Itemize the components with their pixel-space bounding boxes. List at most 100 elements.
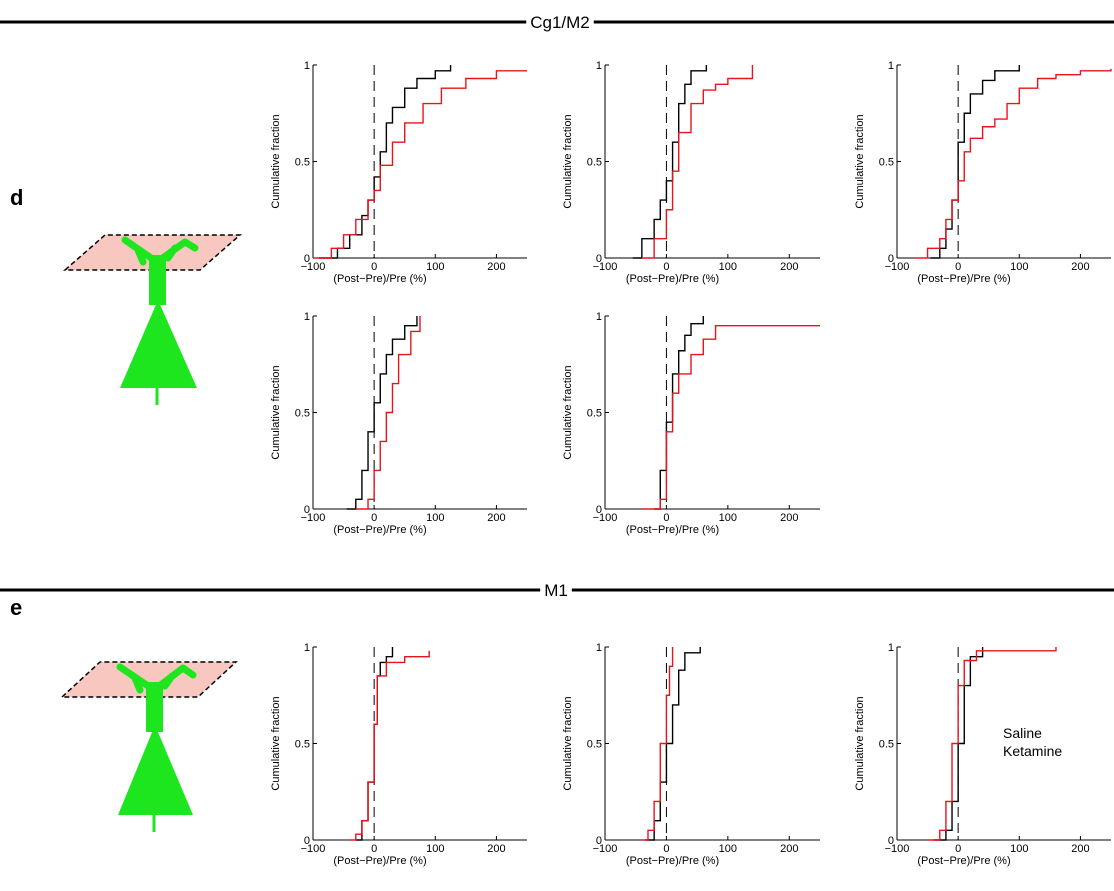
x-tick-label: 0	[371, 512, 377, 524]
x-axis-label: (Post−Pre)/Pre (%)	[333, 273, 426, 285]
y-tick-label: 0	[304, 253, 310, 265]
x-tick-label: 200	[487, 261, 505, 273]
cdf-line	[346, 316, 418, 510]
x-axis-label: (Post−Pre)/Pre (%)	[917, 273, 1010, 285]
x-tick-label: 200	[780, 843, 798, 855]
chart: 00.51−100 0 100 200(Post−Pre)/Pre (%)Cumula…	[562, 60, 820, 285]
y-tick-label: 1	[304, 642, 310, 654]
chart: 00.51−100 0 100 200(Post−Pre)/Pre (%)Cumula…	[270, 642, 527, 867]
x-tick-label: 100	[1010, 261, 1028, 273]
y-tick-label: 1	[888, 60, 894, 72]
x-tick-label: 200	[780, 261, 798, 273]
y-axis-label: Cumulative fraction	[562, 114, 574, 208]
y-tick-label: 0.5	[295, 739, 310, 751]
x-tick-label: −100	[301, 512, 326, 524]
x-tick-label: −100	[593, 843, 618, 855]
x-tick-label: 0	[955, 261, 961, 273]
y-axis-label: Cumulative fraction	[562, 696, 574, 790]
x-tick-label: 200	[1071, 261, 1089, 273]
chart: 00.51−100 0 100 200(Post−Pre)/Pre (%)Cumula…	[270, 311, 527, 536]
chart: 00.51−100 0 100 200(Post−Pre)/Pre (%)Cumula…	[562, 642, 820, 867]
y-tick-label: 0.5	[295, 157, 310, 169]
cdf-line	[641, 65, 754, 259]
x-axis-label: (Post−Pre)/Pre (%)	[333, 524, 426, 536]
x-axis-label: (Post−Pre)/Pre (%)	[626, 855, 719, 867]
y-tick-label: 0	[304, 835, 310, 847]
cdf-line	[644, 647, 701, 841]
x-tick-label: 0	[371, 843, 377, 855]
neuron-icon	[63, 234, 242, 405]
cdf-line	[355, 316, 421, 510]
y-tick-label: 1	[596, 311, 602, 323]
cdf-line	[349, 650, 430, 841]
x-tick-label: −100	[593, 261, 618, 273]
x-tick-label: 100	[719, 843, 737, 855]
section-title: Cg1/M2	[530, 13, 590, 32]
cdf-line	[313, 70, 527, 259]
panel-letter: d	[10, 185, 23, 210]
x-tick-label: 200	[1071, 843, 1089, 855]
y-tick-label: 0	[596, 835, 602, 847]
x-tick-label: −100	[301, 261, 326, 273]
x-axis-label: (Post−Pre)/Pre (%)	[917, 855, 1010, 867]
cdf-line	[927, 647, 1057, 841]
x-tick-label: −100	[885, 843, 910, 855]
x-axis-label: (Post−Pre)/Pre (%)	[626, 524, 719, 536]
x-tick-label: −100	[593, 512, 618, 524]
x-tick-label: 100	[426, 261, 444, 273]
y-tick-label: 0	[888, 253, 894, 265]
x-tick-label: 100	[719, 512, 737, 524]
y-axis-label: Cumulative fraction	[562, 365, 574, 459]
chart: 00.51−100 0 100 200(Post−Pre)/Pre (%)Cumula…	[270, 60, 527, 285]
x-tick-label: −100	[885, 261, 910, 273]
y-tick-label: 1	[596, 642, 602, 654]
y-tick-label: 0.5	[587, 408, 602, 420]
y-tick-label: 1	[304, 311, 310, 323]
y-axis-label: Cumulative fraction	[854, 114, 866, 208]
x-tick-label: 200	[487, 843, 505, 855]
legend-entry: Saline	[1003, 725, 1042, 741]
x-tick-label: 0	[955, 843, 961, 855]
x-tick-label: 0	[371, 261, 377, 273]
y-tick-label: 0	[596, 504, 602, 516]
y-tick-label: 1	[596, 60, 602, 72]
cdf-line	[319, 65, 452, 259]
chart: 00.51−100 0 100 200(Post−Pre)/Pre (%)Cumula…	[562, 311, 820, 536]
cdf-line	[654, 316, 704, 510]
x-tick-label: 200	[487, 512, 505, 524]
cdf-line	[641, 647, 674, 841]
y-tick-label: 0	[888, 835, 894, 847]
y-tick-label: 0.5	[587, 157, 602, 169]
section-title: M1	[544, 581, 568, 600]
cdf-line	[641, 324, 820, 510]
x-tick-label: 200	[780, 512, 798, 524]
y-tick-label: 1	[888, 642, 894, 654]
cdf-line	[632, 65, 708, 259]
y-axis-label: Cumulative fraction	[854, 696, 866, 790]
chart: 00.51−100 0 100 200(Post−Pre)/Pre (%)Cumula…	[854, 642, 1111, 867]
y-tick-label: 0	[596, 253, 602, 265]
legend-entry: Ketamine	[1003, 743, 1062, 759]
panel-letter: e	[10, 595, 22, 620]
y-tick-label: 0.5	[879, 157, 894, 169]
y-tick-label: 0	[304, 504, 310, 516]
y-axis-label: Cumulative fraction	[270, 114, 282, 208]
x-axis-label: (Post−Pre)/Pre (%)	[333, 855, 426, 867]
y-tick-label: 0.5	[587, 739, 602, 751]
x-tick-label: 100	[719, 261, 737, 273]
x-tick-label: 100	[426, 843, 444, 855]
y-tick-label: 0.5	[295, 408, 310, 420]
x-tick-label: 0	[663, 261, 669, 273]
neuron-icon	[60, 661, 238, 832]
y-axis-label: Cumulative fraction	[270, 696, 282, 790]
chart: 00.51−100 0 100 200(Post−Pre)/Pre (%)Cumula…	[854, 60, 1112, 285]
cdf-line	[915, 68, 1112, 259]
y-tick-label: 0.5	[879, 739, 894, 751]
x-tick-label: −100	[301, 843, 326, 855]
x-tick-label: 100	[426, 512, 444, 524]
x-tick-label: 0	[663, 512, 669, 524]
y-axis-label: Cumulative fraction	[270, 365, 282, 459]
x-axis-label: (Post−Pre)/Pre (%)	[626, 273, 719, 285]
x-tick-label: 100	[1010, 843, 1028, 855]
